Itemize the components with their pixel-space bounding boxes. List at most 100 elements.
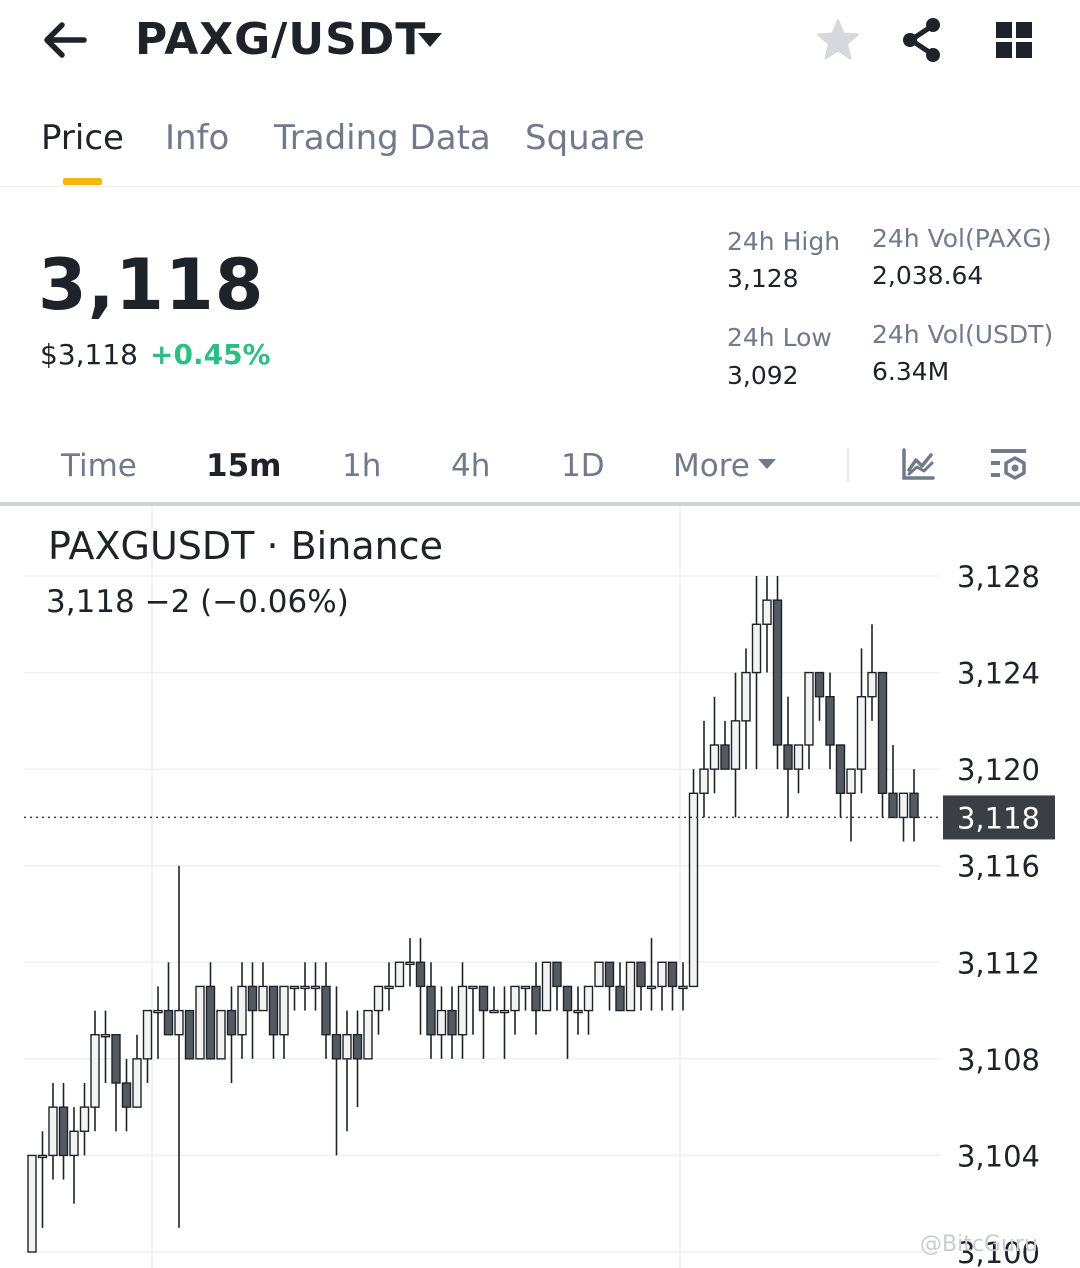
candle-body-down [772, 599, 783, 746]
candle-body-up [499, 1009, 510, 1014]
candle-body-down [331, 1034, 342, 1060]
candle [594, 961, 604, 988]
star-icon[interactable] [814, 16, 862, 64]
candle [657, 961, 667, 1011]
candle [909, 769, 919, 842]
candle [331, 986, 342, 1156]
dropdown-caret-icon[interactable] [416, 30, 444, 50]
active-tab-indicator [63, 178, 102, 185]
candle-body-down [247, 985, 258, 1012]
candle [573, 986, 583, 1035]
candlestick-chart[interactable]: 3,100 3,104 3,108 3,112 3,116 3,120 3,124 3,128… [0, 506, 1080, 1268]
indicator-icon[interactable] [900, 446, 936, 482]
candle-body-up [741, 671, 751, 722]
candle [27, 1154, 37, 1253]
candle-body-up [520, 985, 531, 990]
stat-24h-high-label: 24h High [727, 227, 841, 256]
candle [457, 962, 468, 1059]
candle-body-up [48, 1106, 58, 1157]
candle [835, 744, 846, 818]
candle-body-up [594, 961, 604, 988]
candle [730, 672, 741, 818]
candle [48, 1083, 58, 1180]
candle [90, 1010, 100, 1132]
candle [205, 962, 216, 1060]
chart-top-divider [0, 502, 1080, 506]
candle [646, 938, 657, 1011]
candle-body-up [237, 985, 247, 1036]
change-percent: +0.45% [150, 338, 271, 371]
candle-body-up [846, 768, 856, 794]
current-price-tag [943, 795, 1055, 840]
candle-body-up [646, 985, 657, 990]
back-arrow-icon[interactable] [40, 18, 92, 62]
more-caret-icon[interactable] [757, 457, 777, 471]
candle [279, 985, 289, 1059]
candle-body-up [457, 985, 468, 1036]
y-tick-label: 3,100 [957, 1236, 1040, 1268]
candle-body-down [447, 1009, 457, 1036]
candle-body-down [909, 792, 919, 819]
candle [709, 696, 720, 794]
candle-body-up [762, 599, 772, 625]
candle [363, 1009, 373, 1060]
share-icon[interactable] [898, 16, 946, 64]
candle-body-up [174, 1009, 184, 1036]
candle-body-down [814, 671, 825, 698]
candle [184, 1009, 195, 1060]
candle [352, 1010, 363, 1108]
candle [216, 1009, 226, 1060]
candle-body-up [657, 961, 667, 988]
candle [615, 962, 625, 1012]
candle [415, 938, 426, 1035]
candle [636, 961, 646, 1011]
candle [226, 986, 237, 1083]
candle-body-up [142, 1009, 153, 1060]
candle-body-down [352, 1034, 363, 1060]
candle [625, 961, 636, 1012]
tab-info[interactable]: Info [165, 118, 230, 158]
candle [100, 1010, 111, 1083]
grid-icon[interactable] [994, 20, 1034, 60]
candle-body-up [384, 985, 394, 990]
interval-15m[interactable]: 15m [206, 448, 282, 484]
candle [195, 985, 205, 1060]
candle [499, 986, 510, 1059]
candle [405, 938, 415, 987]
candle-body-down [268, 985, 279, 1036]
candle-body-down [478, 985, 489, 1012]
candle-body-down [667, 961, 678, 988]
candle-body-up [867, 671, 877, 698]
candle [814, 671, 825, 721]
candle [562, 985, 573, 1059]
interval-time[interactable]: Time [61, 448, 137, 484]
interval-4h[interactable]: 4h [451, 448, 491, 484]
candle-body-down [888, 792, 898, 819]
tab-trading-data[interactable]: Trading Data [274, 118, 491, 158]
candle-body-down [825, 696, 835, 746]
candle-body-up [583, 985, 594, 1012]
interval-more[interactable]: More [673, 448, 750, 484]
candle-body-down [184, 1009, 195, 1060]
candle-body-up [751, 623, 762, 674]
y-tick-label: 3,120 [957, 753, 1040, 787]
candle [58, 1083, 69, 1180]
interval-1d[interactable]: 1D [561, 448, 605, 484]
interval-1h[interactable]: 1h [342, 448, 382, 484]
candle [520, 985, 531, 1011]
tab-price[interactable]: Price [41, 118, 124, 158]
chart-settings-icon[interactable] [988, 444, 1030, 486]
candle [132, 1034, 142, 1108]
tab-square[interactable]: Square [525, 118, 645, 158]
candle [888, 745, 898, 819]
tabs-divider [0, 186, 1080, 187]
candle-body-down [111, 1034, 121, 1084]
candle-body-up [195, 985, 205, 1060]
candle [436, 986, 447, 1059]
candle [37, 1131, 48, 1228]
pair-title[interactable]: PAXG/USDT [135, 14, 427, 65]
candle-body-up [709, 744, 720, 770]
candle-body-down [604, 961, 615, 988]
candle-body-up [793, 744, 804, 770]
candle-body-down [415, 961, 426, 988]
